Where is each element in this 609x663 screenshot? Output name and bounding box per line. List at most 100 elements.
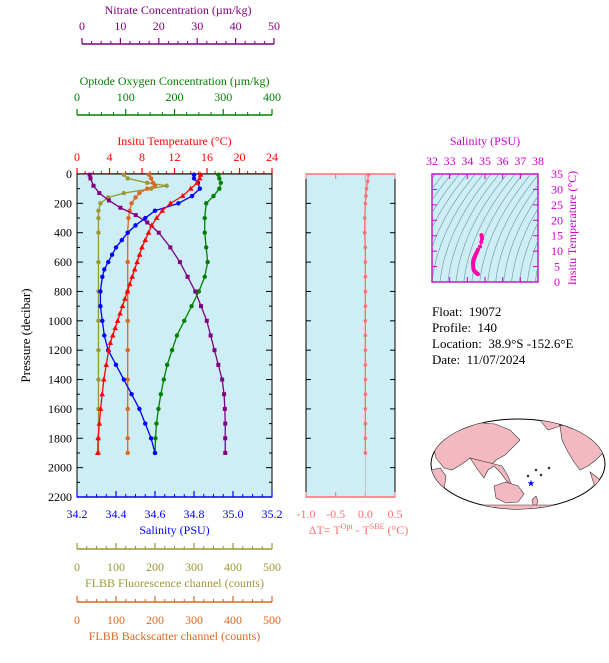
pressure-tick-label: 2200 xyxy=(48,490,72,504)
salinity-psu-point xyxy=(152,450,158,456)
fluorescence-tick-label: 400 xyxy=(224,560,242,574)
flbb-fluorescence-channel-counts-point xyxy=(96,215,101,221)
insitu-temperature-c-point xyxy=(159,207,166,213)
profile-line: Profile: 140 xyxy=(432,320,497,336)
salinity-psu-point xyxy=(113,245,119,250)
oxygen-tick-label: 300 xyxy=(214,90,232,104)
optode-oxygen-concentration-m-kg-point xyxy=(216,172,221,177)
temperature-tick-label: 20 xyxy=(234,150,246,164)
insitu-temperature-c-point xyxy=(107,339,114,345)
ts-temp-tick-label: 25 xyxy=(551,198,563,212)
backscatter-title: FLBB Backscatter channel (counts) xyxy=(89,629,261,643)
nitrate-concentration-m-kg-point xyxy=(208,333,213,338)
main-profile-plot: 0 200 400 600 800 1000 1200 1400 1600 1800 2000 220… xyxy=(18,167,283,537)
flbb-fluorescence-channel-counts-point xyxy=(96,230,101,235)
dt-point xyxy=(363,348,368,352)
pressure-tick-label: 400 xyxy=(54,226,72,240)
flbb-backscatter-channel-counts-point xyxy=(148,176,154,181)
nitrate-concentration-m-kg-point xyxy=(223,436,228,441)
dt-point xyxy=(363,304,368,308)
ts-salinity-tick-label: 38 xyxy=(532,154,544,168)
salinity-psu-point xyxy=(100,274,105,279)
insitu-temperature-c-point xyxy=(131,266,138,272)
flbb-backscatter-channel-counts-point xyxy=(125,406,130,412)
fluorescence-tick-label: 200 xyxy=(146,560,164,574)
fluorescence-title: FLBB Fluorescence channel (counts) xyxy=(85,576,264,590)
optode-oxygen-concentration-m-kg-point xyxy=(203,245,209,250)
optode-oxygen-concentration-m-kg-point xyxy=(202,230,207,235)
flbb-backscatter-channel-counts-point xyxy=(125,436,130,441)
pressure-tick-label: 2000 xyxy=(48,461,72,475)
dt-point xyxy=(363,421,368,426)
ts-contour-line xyxy=(455,174,508,282)
dt-axis-title-part: ΔT= T xyxy=(309,523,342,537)
ts-temp-tick-label: 15 xyxy=(551,229,563,243)
nitrate-concentration-m-kg-point xyxy=(222,406,227,411)
flbb-backscatter-channel-counts-point xyxy=(125,377,130,382)
dt-axis-title-part: SBE xyxy=(370,522,385,531)
dt-point xyxy=(363,333,368,338)
float-line: Float: 19072 xyxy=(432,304,501,320)
fluorescence-tick-label: 300 xyxy=(185,560,203,574)
temperature-tick-label: 8 xyxy=(139,150,145,164)
dt-point xyxy=(363,289,368,294)
salinity-psu-line xyxy=(99,174,201,454)
dt-point xyxy=(363,260,368,264)
nitrate-concentration-m-kg-point xyxy=(223,450,228,455)
backscatter-tick-label: 100 xyxy=(107,613,125,627)
dt-point xyxy=(363,451,368,455)
ts-temp-tick-label: 5 xyxy=(554,260,560,274)
insitu-temperature-c-point xyxy=(99,391,105,397)
insitu-temperature-c-point xyxy=(119,303,126,309)
insitu-temperature-c-point xyxy=(153,215,160,221)
dt-point xyxy=(363,274,368,279)
dt-point xyxy=(364,186,369,191)
map-asia xyxy=(431,421,521,471)
ts-temp-tick-label: 30 xyxy=(551,182,563,196)
insitu-temperature-c-point xyxy=(197,171,204,177)
pressure-tick-label: 1600 xyxy=(48,402,72,416)
float-value: 19072 xyxy=(468,304,502,319)
backscatter-tick-label: 400 xyxy=(224,613,242,627)
oxygen-tick-label: 400 xyxy=(263,90,281,104)
dt-point xyxy=(362,230,367,235)
flbb-fluorescence-channel-counts-point xyxy=(96,377,101,382)
salinity-psu-point xyxy=(113,362,119,368)
insitu-temperature-c-point xyxy=(103,361,110,367)
float-location-star-icon xyxy=(527,479,535,487)
ts-salinity-tick-label: 33 xyxy=(444,154,456,168)
nitrate-concentration-m-kg-point xyxy=(204,318,209,323)
insitu-temperature-c-point xyxy=(117,310,123,316)
temperature-title: Insitu Temperature (°C) xyxy=(117,134,231,148)
salinity-psu-point xyxy=(125,230,130,235)
nitrate-concentration-m-kg-point xyxy=(193,289,198,294)
ts-point xyxy=(478,244,483,249)
optode-oxygen-concentration-m-kg-point xyxy=(161,377,166,382)
salinity-psu-point xyxy=(189,193,195,199)
insitu-temperature-c-point xyxy=(124,288,131,294)
pressure-tick-label: 1000 xyxy=(48,314,72,328)
dt-point xyxy=(363,201,368,206)
ts-contour-line xyxy=(432,174,476,249)
optode-oxygen-concentration-m-kg-point xyxy=(202,274,207,279)
ts-salinity-tick-label: 32 xyxy=(426,154,438,168)
optode-oxygen-concentration-m-kg-point xyxy=(169,347,175,353)
map-africa xyxy=(431,467,447,501)
insitu-temperature-c-point xyxy=(101,376,107,382)
flbb-fluorescence-channel-counts-point xyxy=(96,208,101,213)
salinity-psu-point xyxy=(197,186,203,191)
fluorescence-tick-label: 0 xyxy=(74,560,80,574)
salinity-tick-label: 34.6 xyxy=(145,507,166,521)
dt-tick-label: 0.0 xyxy=(358,507,373,521)
nitrate-concentration-m-kg-point xyxy=(223,421,228,426)
flbb-fluorescence-channel-counts-point xyxy=(96,259,101,265)
insitu-temperature-c-point xyxy=(194,179,201,185)
nitrate-concentration-m-kg-point xyxy=(222,392,227,397)
nitrate-tick-label: 30 xyxy=(191,19,203,33)
salinity-tick-label: 35.2 xyxy=(262,507,283,521)
delta-t-plot: -1.0 -0.5 0.0 0.5ΔT= TOpt - TSBE (°C) xyxy=(297,172,408,537)
insitu-temperature-c-point xyxy=(105,347,112,353)
optode-oxygen-concentration-m-kg-point xyxy=(174,333,180,338)
optode-oxygen-concentration-m-kg-point xyxy=(153,436,158,441)
